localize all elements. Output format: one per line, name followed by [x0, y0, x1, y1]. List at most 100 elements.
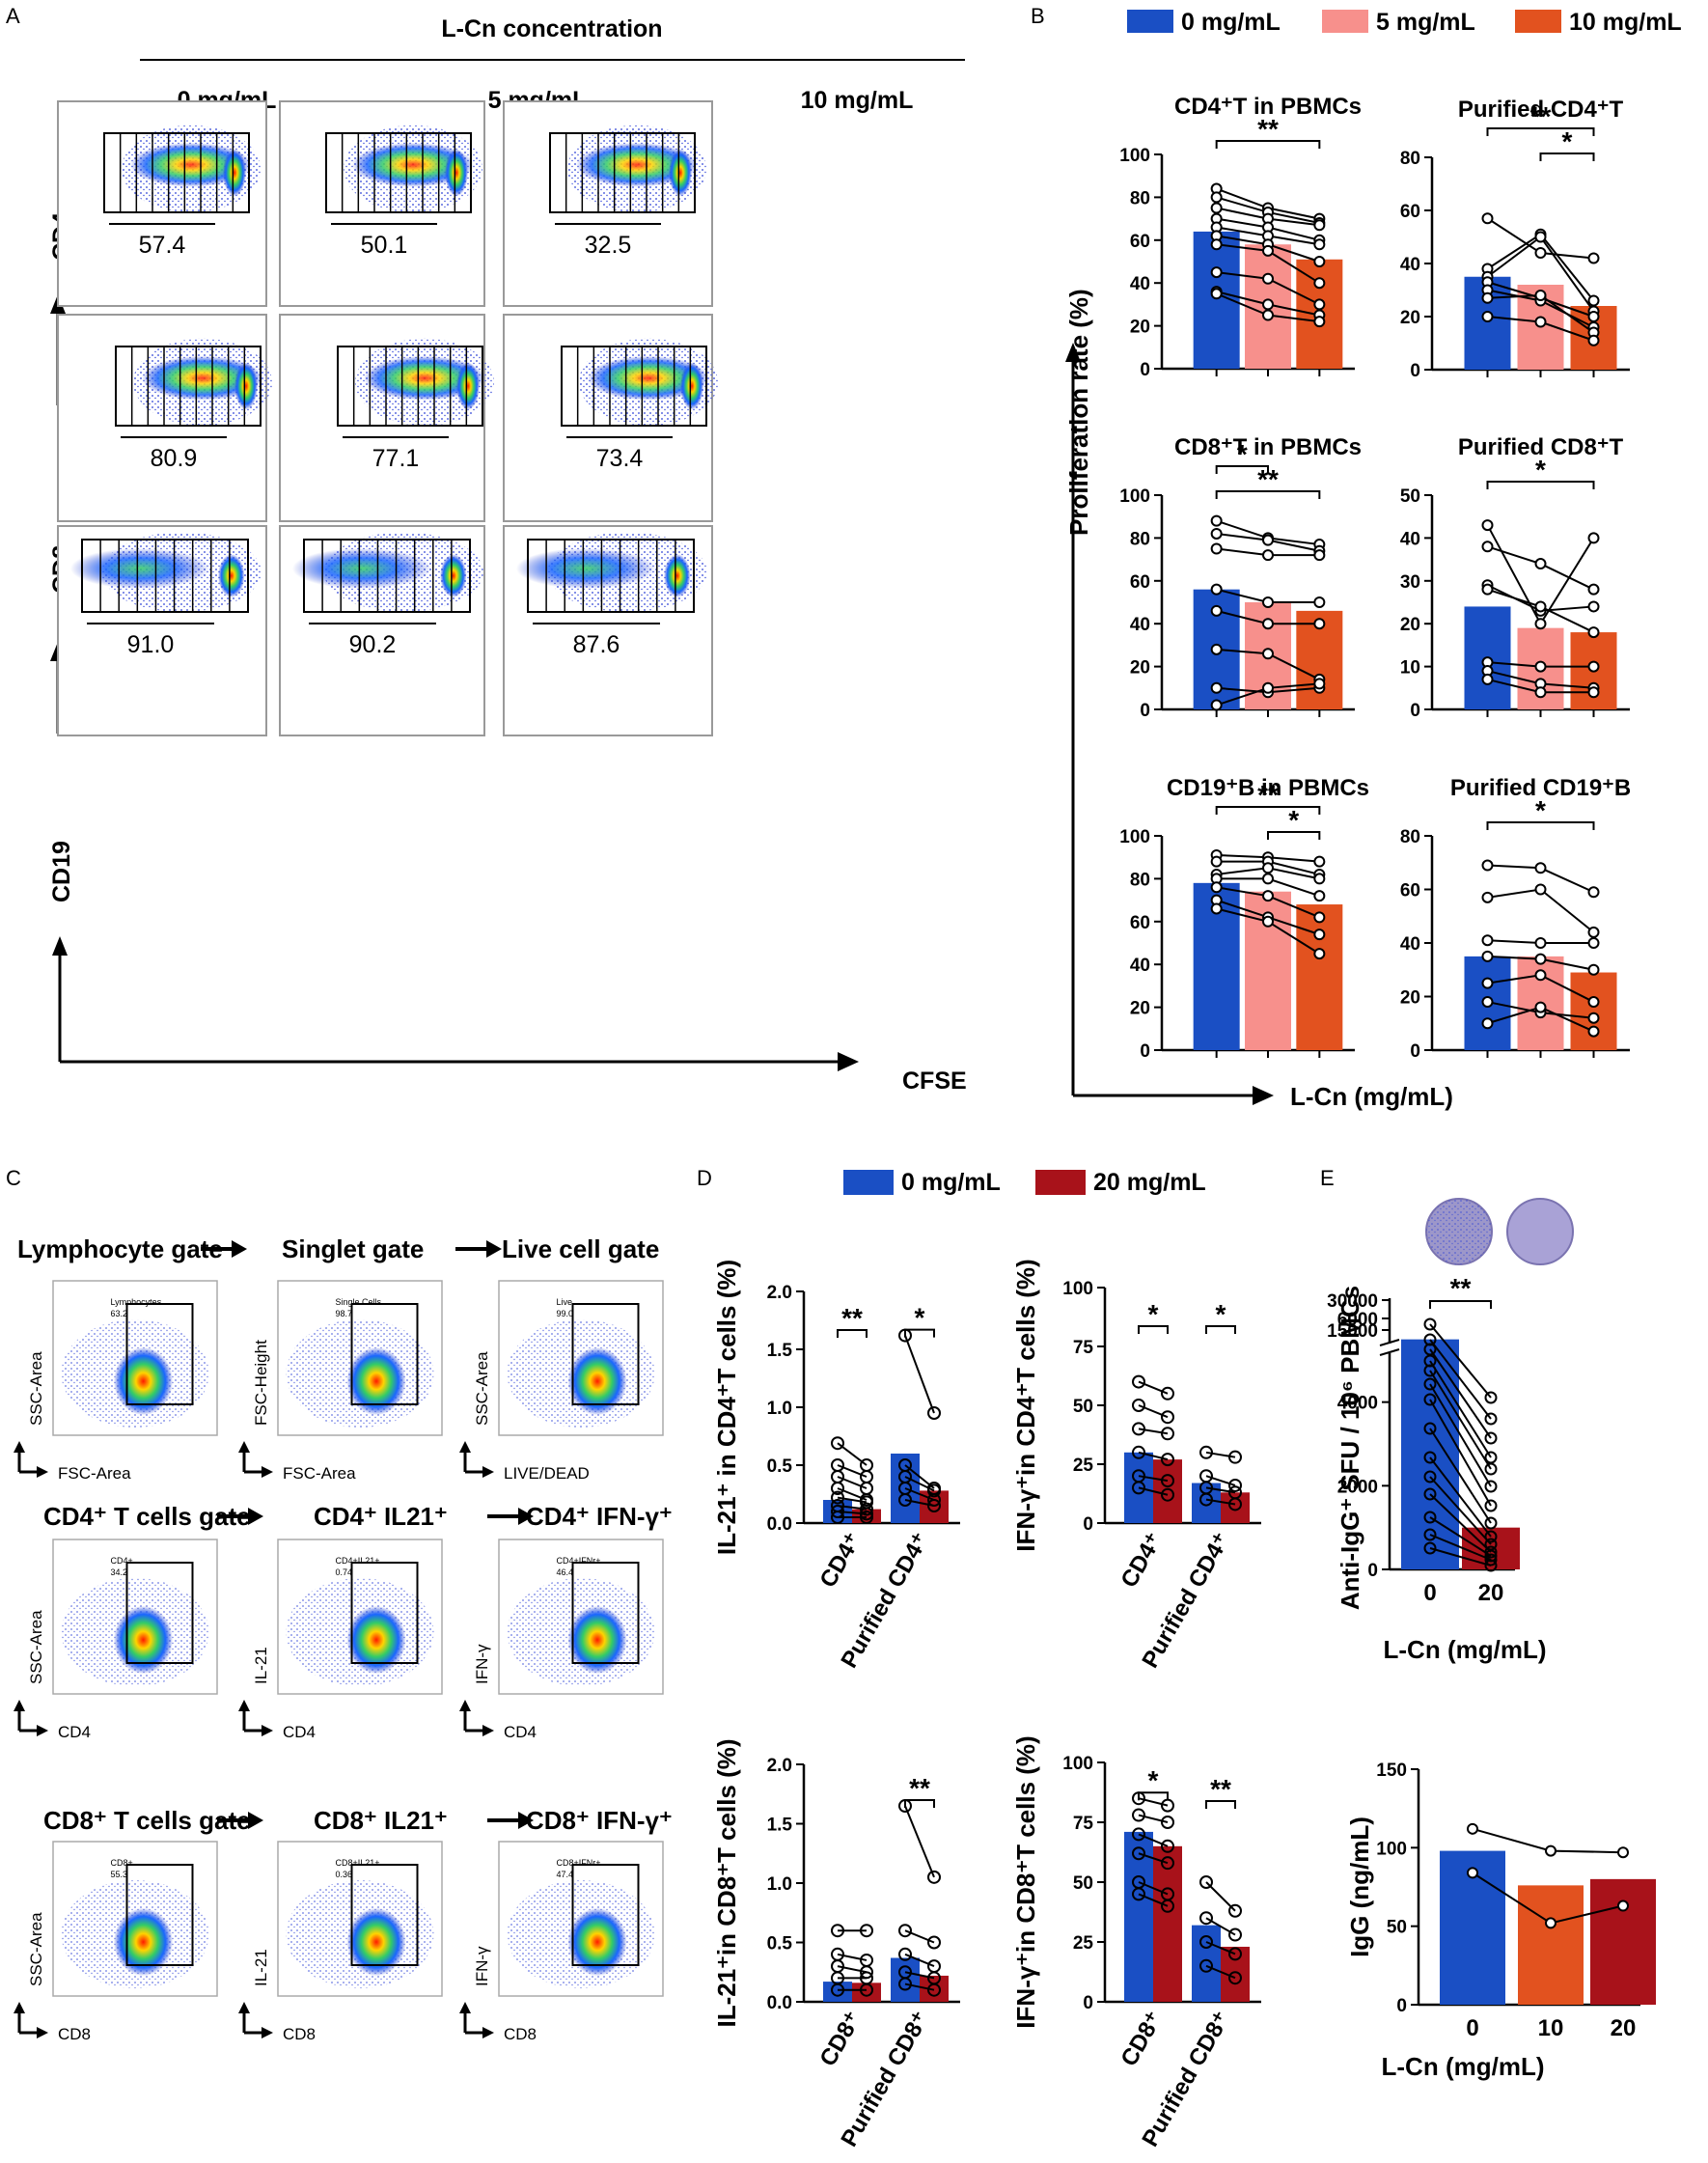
data-point	[1484, 1516, 1498, 1530]
legend-label: 10 mg/mL	[1569, 9, 1682, 36]
data-point	[831, 1511, 844, 1524]
y-tick-label: 40	[1130, 274, 1150, 294]
significance-label: **	[841, 1303, 863, 1333]
gating-y-arrow-head	[14, 1441, 25, 1453]
data-point	[1210, 266, 1223, 279]
y-tick-label: 80	[1400, 149, 1420, 169]
significance-bracket	[904, 1328, 935, 1338]
chart-B6: 0 20 40 60 80 Purified CD19⁺B*	[1400, 775, 1631, 1062]
data-point	[1481, 519, 1494, 532]
data-point	[1210, 699, 1223, 711]
data-point	[831, 1983, 844, 1997]
data-point	[1587, 294, 1600, 307]
data-point	[1210, 881, 1223, 894]
data-point	[1132, 1374, 1145, 1389]
data-point	[831, 1490, 844, 1505]
gating-region	[571, 1562, 640, 1664]
significance-bracket	[1486, 821, 1595, 830]
data-point	[1210, 238, 1223, 251]
significance-bracket	[1205, 1325, 1236, 1334]
data-point	[1587, 1012, 1600, 1024]
data-point	[1199, 1875, 1213, 1889]
gate-percent: 34.2	[111, 1567, 128, 1577]
gating-density	[113, 1346, 174, 1416]
data-point	[1534, 1001, 1547, 1013]
data-point	[898, 1977, 912, 1991]
category-label: CD8⁺	[1116, 2008, 1168, 2071]
paired-line	[1429, 1456, 1492, 1538]
facs-generation-gate	[561, 346, 707, 427]
y-tick-label: 50	[1387, 1918, 1407, 1938]
gating-y-arrow-head	[459, 2002, 471, 2013]
data-point	[1484, 1480, 1498, 1493]
facs-plots: 57.4 50.1 32.5 80.9 77.1 73.4 91.0 90.2 87.6	[57, 100, 718, 736]
gating-region	[571, 1303, 640, 1405]
gating-title: CD4⁺ IFN-γ⁺	[526, 1502, 673, 1531]
x-tick-label: 20	[1611, 2015, 1637, 2041]
data-point	[1423, 1487, 1437, 1501]
data-point	[1228, 1971, 1242, 1985]
data-point	[1587, 686, 1600, 699]
legend-swatch	[843, 1170, 894, 1195]
y-tick-label: 10	[1400, 658, 1420, 679]
y-tick-label: 40	[1400, 255, 1420, 275]
data-point	[1587, 334, 1600, 347]
data-point	[1481, 673, 1494, 685]
divided-percentage: 87.6	[573, 631, 620, 658]
significance-label: *	[1237, 439, 1248, 469]
data-point	[1313, 890, 1326, 902]
data-point	[860, 1983, 873, 1997]
y-tick-label: 20	[1400, 988, 1420, 1009]
significance-label: **	[1257, 114, 1279, 144]
gating-x-arrow-head	[37, 2027, 48, 2038]
chart-ylabel: Anti-IgG⁺ SFU / 10⁶ PBMCs	[1336, 1286, 1364, 1610]
data-point	[1132, 1481, 1145, 1495]
data-point	[1587, 1025, 1600, 1038]
gate-name: Single Cells	[336, 1297, 382, 1307]
y-tick-label: 20	[1130, 999, 1150, 1019]
chart-title: Purified CD4⁺T	[1458, 97, 1624, 123]
data-point	[1423, 1451, 1437, 1464]
gating-density	[346, 1907, 406, 1977]
data-point	[1161, 1453, 1174, 1467]
data-point	[1132, 1445, 1145, 1459]
y-tick-label: 0	[1140, 360, 1150, 380]
gating-x-label: CD4	[58, 1723, 91, 1741]
bar	[1296, 904, 1343, 1050]
gating-density	[113, 1605, 174, 1675]
gating-x-arrow-head	[482, 2027, 494, 2038]
facs-parent-peak	[456, 362, 480, 410]
data-point	[1587, 926, 1600, 938]
data-point	[1534, 969, 1547, 982]
gate-percent: 0.74	[336, 1567, 353, 1577]
gating-x-label: FSC-Area	[283, 1464, 356, 1483]
data-point	[1423, 1541, 1437, 1555]
gating-x-arrow-head	[262, 1725, 273, 1736]
significance-label: *	[1148, 1765, 1159, 1795]
gating-x-arrow-head	[482, 1466, 494, 1478]
data-point	[1210, 202, 1223, 214]
divided-percentage: 80.9	[151, 445, 198, 472]
bar	[1590, 1878, 1656, 2005]
charts-d: 0.0 0.5 1.0 1.5 2.0 IL-21⁺ in CD4⁺T cells (%)…	[712, 1259, 1261, 2151]
divided-percentage: 32.5	[585, 232, 632, 259]
panel-letter-a: A	[6, 4, 20, 28]
data-point	[1423, 1317, 1437, 1331]
significance-label: **	[1257, 464, 1279, 494]
legend-label: 20 mg/mL	[1093, 1169, 1206, 1196]
y-tick-label: 60	[1130, 232, 1150, 252]
significance-bracket	[1215, 465, 1269, 474]
facs-density	[576, 142, 698, 187]
data-point	[1313, 929, 1326, 941]
paired-line	[837, 1464, 868, 1478]
data-point	[1132, 1399, 1145, 1412]
chart-title: Purified CD8⁺T	[1458, 434, 1624, 460]
data-point	[1587, 583, 1600, 596]
data-point	[1481, 291, 1494, 304]
gate-percent: 55.3	[111, 1870, 128, 1879]
data-point	[1228, 1903, 1242, 1918]
significance-bracket	[1215, 140, 1321, 149]
elispot-well-20	[1506, 1198, 1574, 1265]
y-tick-label: 100	[1376, 1839, 1407, 1859]
